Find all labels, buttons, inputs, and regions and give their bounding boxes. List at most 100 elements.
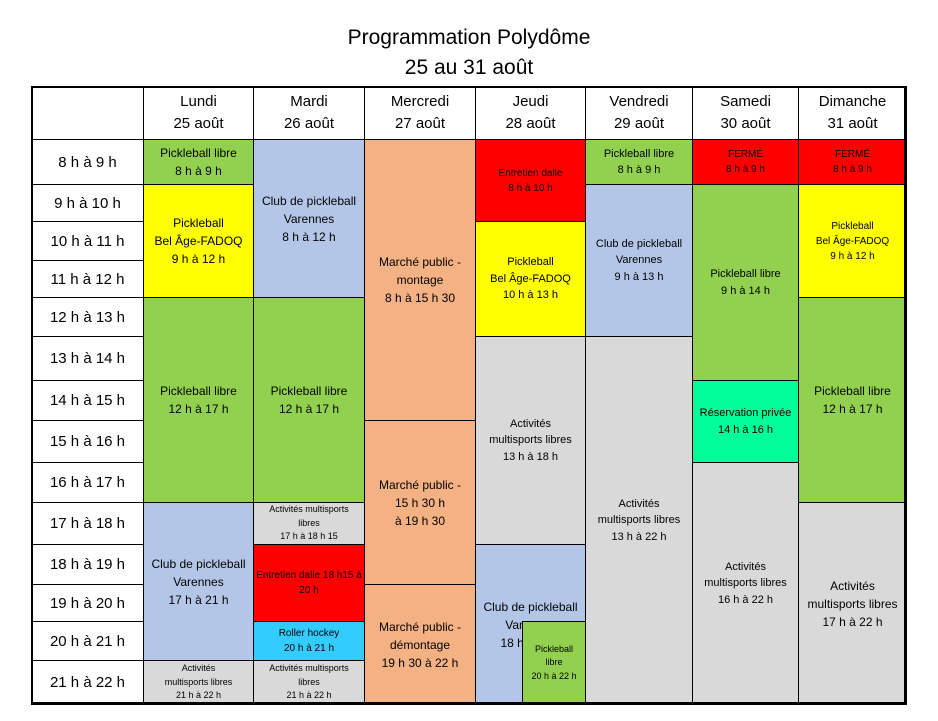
- event-label: Activités: [830, 578, 875, 593]
- event-label: Roller hockey: [278, 628, 340, 639]
- event-label: 9 h à 12 h: [830, 250, 875, 262]
- time-slot-label: 9 h à 10 h: [54, 194, 121, 212]
- event-label: Club de pickleball: [261, 193, 357, 208]
- page-subtitle: 25 au 31 août: [404, 56, 534, 79]
- event-label: démontage: [389, 637, 451, 652]
- event-label: multisports libres: [597, 514, 681, 527]
- time-slot: 11 h à 12 h: [31, 260, 144, 298]
- day-name: Lundi: [180, 93, 217, 110]
- event-block-mardi: Pickleball libre 12 h à 17 h: [253, 297, 365, 503]
- time-slot-label: 20 h à 21 h: [49, 632, 126, 650]
- event-label: 12 h à 17 h: [278, 402, 340, 416]
- day-date: 26 août: [283, 115, 335, 132]
- event-label: Pickleball: [173, 216, 224, 230]
- event-label: Pickleball libre: [160, 384, 237, 398]
- event-label: 20 h à 21 h: [283, 643, 335, 654]
- event-block-lundi: Activités multisports libres 21 h à 22 h: [143, 660, 254, 705]
- event-label: Pickleball libre: [814, 384, 891, 398]
- event-label: 21 h à 22 h: [175, 690, 222, 701]
- event-label: Activités: [510, 417, 551, 430]
- day-name: Jeudi: [512, 93, 549, 110]
- event-label: multisports libres: [704, 577, 787, 590]
- event-label: libres: [298, 676, 320, 687]
- event-block-lundi: Pickleball libre 12 h à 17 h: [143, 297, 254, 503]
- day-name: Vendredi: [609, 93, 669, 110]
- event-label: Activités: [181, 663, 216, 674]
- event-label: Bel Âge-FADOQ: [490, 272, 571, 285]
- event-label: Bel Âge-FADOQ: [154, 234, 243, 248]
- event-block-jeudi: Pickleball libre 20 h à 22 h: [522, 621, 586, 705]
- event-label: Entretien dalle: [498, 167, 563, 179]
- time-slot: 10 h à 11 h: [31, 221, 144, 261]
- event-label: Pickleball libre: [160, 146, 237, 160]
- event-block-vendredi: Activités multisports libres 13 h à 22 h: [585, 336, 693, 705]
- event-label: Bel Âge-FADOQ: [815, 235, 890, 247]
- event-label: Club de pickleball: [595, 237, 683, 250]
- event-label: à 19 h 30: [394, 513, 446, 528]
- time-slot-label: 14 h à 15 h: [49, 392, 126, 409]
- time-slot: 12 h à 13 h: [31, 297, 144, 337]
- day-date: 27 août: [394, 115, 446, 132]
- event-label: Entretien dalle 18 h15 à: [256, 570, 362, 581]
- event-block-vendredi: Club de pickleball Varennes 9 h à 13 h: [585, 184, 693, 337]
- event-label: 20 h à 22 h: [531, 670, 577, 681]
- day-date: 25 août: [173, 115, 224, 132]
- event-label: Activités multisports: [269, 663, 349, 674]
- time-slot: 9 h à 10 h: [31, 184, 144, 222]
- event-label: 8 h à 10 h: [508, 182, 553, 194]
- event-label: 8 h à 9 h: [617, 164, 661, 176]
- event-label: FERMÉ: [728, 149, 763, 160]
- time-slot-label: 12 h à 13 h: [49, 308, 126, 326]
- event-block-mercredi: Marché public - démontage 19 h 30 à 22 h: [364, 584, 476, 705]
- event-label: multisports libres: [164, 676, 233, 687]
- event-block-lundi: Pickleball libre 8 h à 9 h: [143, 139, 254, 185]
- day-name: Mardi: [290, 93, 328, 110]
- day-date: 28 août: [505, 115, 556, 132]
- event-label: Marché public -: [378, 255, 462, 269]
- time-slot: 14 h à 15 h: [31, 380, 144, 421]
- time-slot: 18 h à 19 h: [31, 544, 144, 585]
- event-label: 8 h à 15 h 30: [384, 291, 456, 305]
- event-label: 19 h 30 à 22 h: [381, 655, 459, 670]
- event-label: multisports libres: [807, 596, 898, 611]
- event-block-jeudi: Entretien dalle 8 h à 10 h: [475, 139, 586, 222]
- day-header-samedi: Samedi 30 août: [692, 86, 799, 140]
- event-label: 9 h à 14 h: [721, 284, 770, 297]
- event-label: Marché public -: [378, 619, 462, 634]
- event-block-jeudi: Activités multisports libres 13 h à 18 h: [475, 336, 586, 545]
- event-block-samedi: FERMÉ 8 h à 9 h: [692, 139, 799, 185]
- event-label: Marché public -: [378, 477, 462, 492]
- event-label: Varennes: [615, 254, 663, 267]
- time-slot: 8 h à 9 h: [31, 139, 144, 185]
- event-label: montage: [396, 273, 444, 287]
- time-slot-label: 18 h à 19 h: [49, 556, 126, 573]
- event-label: Activités multisports: [269, 504, 349, 515]
- event-block-lundi: Pickleball Bel Âge-FADOQ 9 h à 12 h: [143, 184, 254, 298]
- event-label: 8 h à 9 h: [726, 164, 765, 175]
- event-label: Pickleball libre: [603, 147, 675, 160]
- event-block-mardi: Entretien dalle 18 h15 à 20 h: [253, 544, 365, 622]
- event-block-dimanche: Activités multisports libres 17 h à 22 h: [798, 502, 907, 705]
- time-slot-label: 19 h à 20 h: [49, 594, 126, 612]
- day-date: 29 août: [613, 115, 665, 132]
- day-header-mardi: Mardi 26 août: [253, 86, 365, 140]
- event-label: 17 h à 22 h: [822, 614, 883, 629]
- event-label: Activités: [725, 560, 766, 573]
- time-slot-label: 17 h à 18 h: [49, 515, 126, 532]
- event-block-dimanche: Pickleball Bel Âge-FADOQ 9 h à 12 h: [798, 184, 907, 298]
- event-label: Pickleball libre: [270, 384, 348, 398]
- event-block-mardi: Roller hockey 20 h à 21 h: [253, 621, 365, 661]
- event-label: 12 h à 17 h: [168, 402, 229, 416]
- event-label: 13 h à 22 h: [611, 530, 667, 543]
- event-label: Club de pickleball: [483, 599, 578, 614]
- event-block-mardi: Activités multisports libres 21 h à 22 h: [253, 660, 365, 705]
- event-label: 9 h à 12 h: [171, 252, 226, 266]
- event-label: Activités: [618, 497, 660, 510]
- event-label: 10 h à 13 h: [502, 289, 559, 302]
- event-label: Pickleball: [534, 643, 574, 654]
- event-label: 17 h à 18 h 15: [280, 531, 338, 542]
- event-label: 20 h: [299, 585, 319, 596]
- day-header-lundi: Lundi 25 août: [143, 86, 254, 140]
- event-label: FERMÉ: [835, 149, 870, 160]
- time-slot-label: 21 h à 22 h: [49, 674, 126, 691]
